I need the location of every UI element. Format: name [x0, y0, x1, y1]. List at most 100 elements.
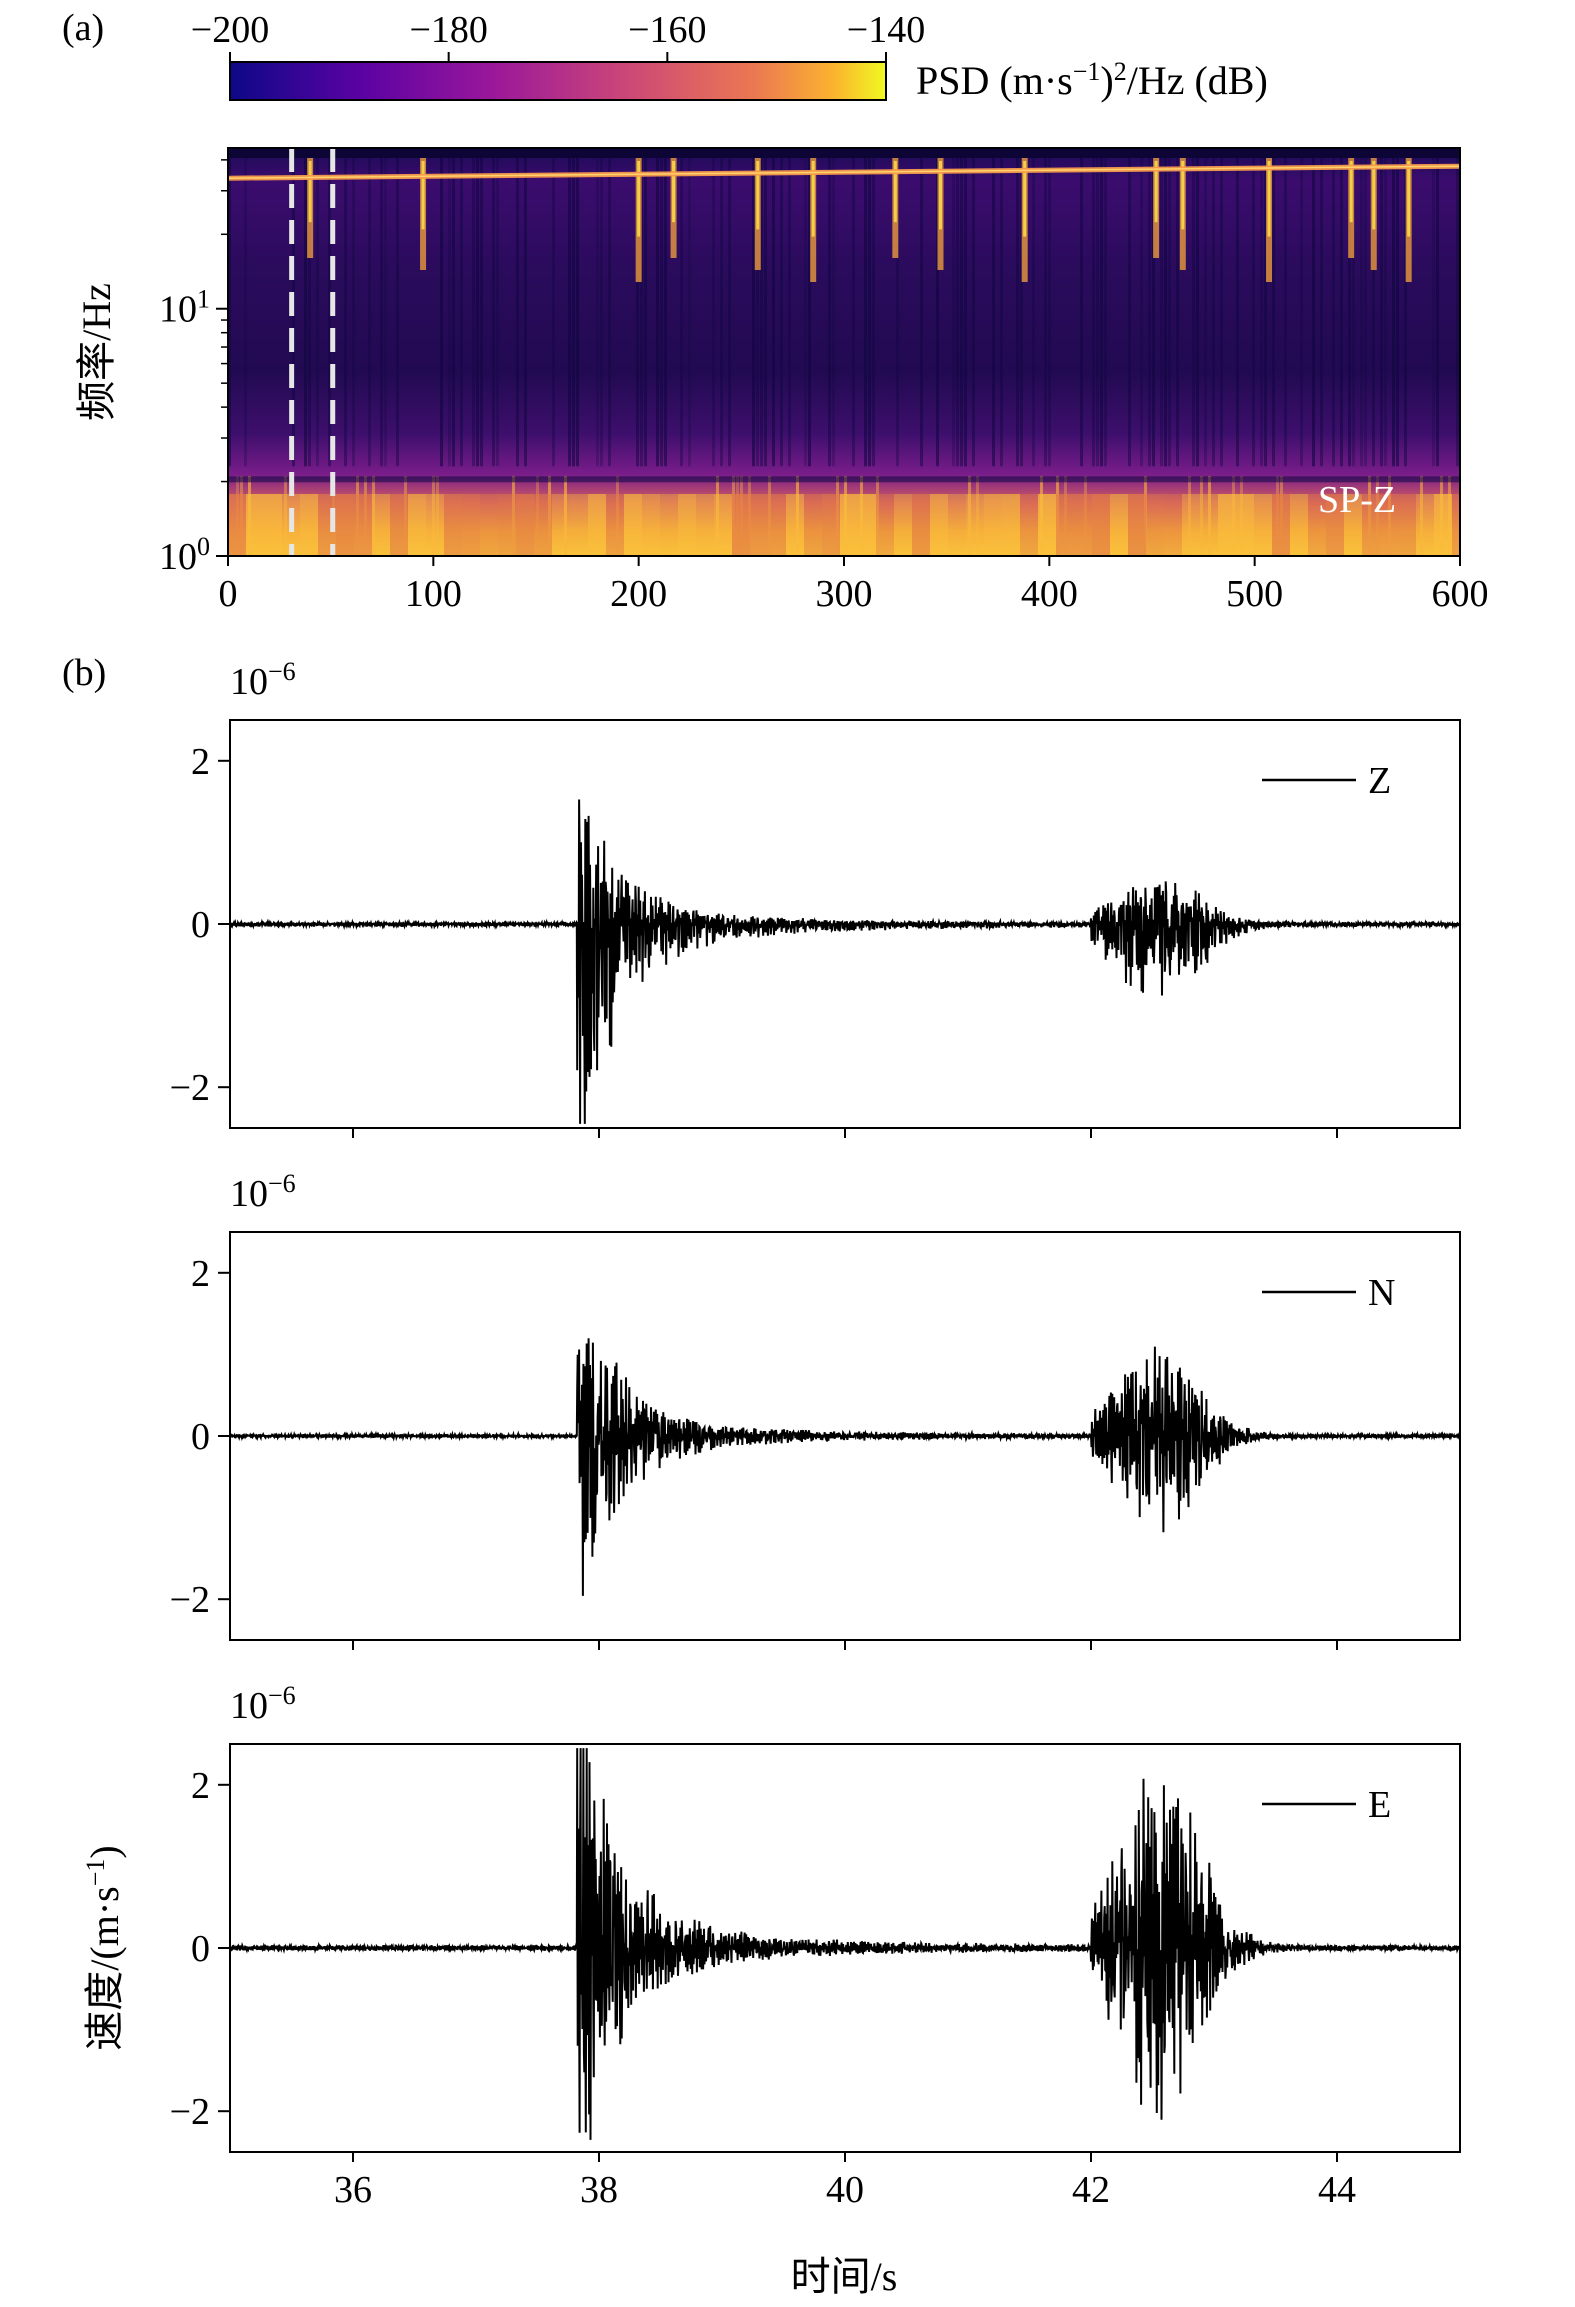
spectrogram-texture	[596, 148, 599, 467]
spectrogram-texture	[372, 476, 375, 556]
spectrogram-lowband	[1326, 494, 1344, 556]
spectrogram-texture	[1092, 148, 1095, 467]
spectrogram-lowband	[462, 494, 480, 556]
spectrogram-texture	[1272, 148, 1275, 467]
spectrogram-event-core	[1372, 161, 1376, 230]
spectrogram-texture	[1204, 148, 1207, 467]
spectrogram-lowband	[642, 494, 660, 556]
spectrogram-lowband	[1074, 494, 1092, 556]
spectrogram-lowband	[516, 494, 534, 556]
spectrogram-event-core	[308, 161, 312, 223]
spectrogram-lowband	[228, 494, 246, 556]
spectrogram-lowband	[1290, 494, 1308, 556]
spectrogram-texture	[720, 148, 723, 467]
spectrogram-texture	[1096, 148, 1099, 467]
spectrogram-texture	[368, 148, 371, 467]
legend-label-n: N	[1368, 1272, 1395, 1314]
waveform-ytick-label: 0	[191, 1928, 210, 1970]
spectrogram-texture	[308, 148, 311, 467]
panel-b-label: (b)	[62, 652, 106, 694]
spectrogram-texture	[1352, 148, 1355, 467]
spectrogram-lowband	[1218, 494, 1236, 556]
spectrogram-lowband	[624, 494, 642, 556]
spectrogram-texture	[380, 148, 383, 467]
spectrogram-lowband	[948, 494, 966, 556]
spectrogram-texture	[1020, 148, 1023, 467]
spectrogram-lowband	[534, 494, 552, 556]
spectrogram-lowband	[336, 494, 354, 556]
spectrogram-texture	[728, 148, 731, 467]
spectrogram-texture	[516, 148, 519, 467]
spectrogram-texture	[956, 148, 959, 467]
spectrogram-lowband	[1398, 494, 1416, 556]
spectrogram-texture	[1080, 148, 1083, 467]
spectrogram-lowband	[1092, 494, 1110, 556]
spectrogram-texture	[804, 148, 807, 467]
spectrogram-texture	[656, 148, 659, 467]
spectrogram-xtick-label: 0	[219, 573, 238, 615]
spectrogram-texture	[1188, 476, 1191, 556]
spectrogram-event-core	[1407, 161, 1411, 237]
colorbar-ticks: −200 −180 −160 −140	[191, 9, 925, 62]
spectrogram-lowband	[372, 494, 390, 556]
spectrogram-texture	[1208, 476, 1211, 556]
spectrogram-lowband	[822, 494, 840, 556]
spectrogram-event-core	[421, 161, 425, 230]
spectrogram-texture	[1420, 476, 1423, 556]
spectrogram-texture	[1152, 148, 1155, 467]
spectrogram-lowband	[300, 494, 318, 556]
spectrogram-texture	[600, 148, 603, 467]
panel-a-label: (a)	[62, 7, 104, 49]
spectrogram-lowband	[840, 494, 858, 556]
spectrogram-texture	[492, 148, 495, 467]
spectrogram-texture	[1128, 148, 1131, 467]
spectrogram-texture	[1048, 148, 1051, 467]
spectrogram-lowband	[1380, 494, 1398, 556]
spectrogram-lowband	[1362, 494, 1380, 556]
spectrogram-texture	[1372, 148, 1375, 467]
spectrogram-texture	[1360, 148, 1363, 467]
spectrogram-texture	[1396, 148, 1399, 467]
spectrogram-lowband	[696, 494, 714, 556]
waveform-exponent: 10−6	[230, 1681, 296, 1728]
spectrogram-texture	[1212, 148, 1215, 467]
spectrogram-texture	[1436, 148, 1439, 467]
spectrogram-lowband	[498, 494, 516, 556]
waveform-xtick-label: 36	[334, 2169, 372, 2211]
spectrogram-lowband	[966, 494, 984, 556]
spectrogram-lowband	[408, 494, 426, 556]
spectrogram-lowband	[588, 494, 606, 556]
colorbar: −200 −180 −160 −140 PSD (m·s−1)2/Hz (dB)	[191, 9, 1268, 103]
waveform-ytick-label: 2	[191, 741, 210, 783]
spectrogram-texture	[384, 148, 387, 467]
spectrogram-lowband	[1056, 494, 1074, 556]
spectrogram-texture	[1348, 148, 1351, 467]
spectrogram-texture	[572, 148, 575, 467]
spectrogram-detail	[228, 148, 1460, 556]
waveform-exponent: 10−6	[230, 1169, 296, 1216]
waveform-xtick-label: 44	[1318, 2169, 1356, 2211]
spectrogram-lowband	[1128, 494, 1146, 556]
spectrogram-texture	[1200, 476, 1203, 556]
spectrogram-lowband	[786, 494, 804, 556]
spectrogram-xtick-label: 100	[405, 573, 462, 615]
spectrogram-lowband	[390, 494, 408, 556]
spectrogram-texture	[832, 148, 835, 467]
waveform-xtick-label: 42	[1072, 2169, 1110, 2211]
spectrogram-texture	[1000, 148, 1003, 467]
spectrogram-texture	[512, 476, 515, 556]
spectrogram-texture	[756, 148, 759, 467]
spectrogram-gap	[228, 476, 1460, 483]
spectrogram-texture	[920, 148, 923, 467]
spectrogram-texture	[472, 148, 475, 467]
spectrogram-texture	[1384, 148, 1387, 467]
spectrogram-texture	[780, 148, 783, 467]
spectrogram-lowband	[804, 494, 822, 556]
spectrogram-event-core	[1267, 161, 1271, 237]
spectrogram-texture	[788, 148, 791, 467]
spectrogram-texture	[1160, 148, 1163, 467]
spectrogram-lowband	[1236, 494, 1254, 556]
waveform-panel-e: 10−6 −2 0 2 36 38 40 42 44 E	[170, 1681, 1461, 2211]
